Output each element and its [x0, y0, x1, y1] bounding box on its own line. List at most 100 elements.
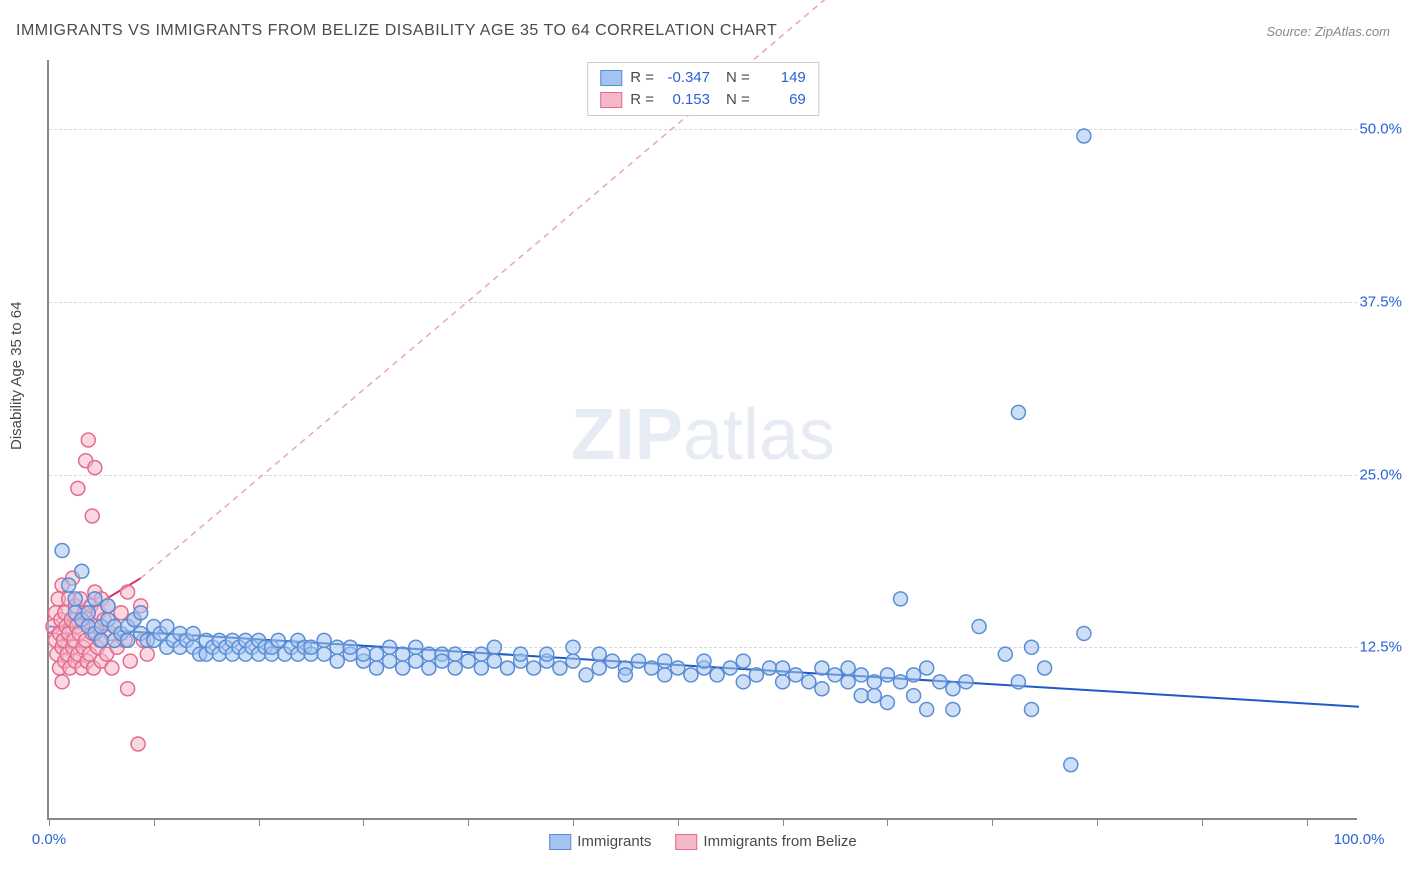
data-point — [396, 647, 410, 661]
data-point — [527, 661, 541, 675]
data-point — [946, 702, 960, 716]
x-tick — [468, 818, 469, 826]
data-point — [370, 661, 384, 675]
data-point — [605, 654, 619, 668]
data-point — [632, 654, 646, 668]
data-point — [330, 640, 344, 654]
x-tick — [1307, 818, 1308, 826]
data-point — [501, 661, 515, 675]
stat-r-val-1: -0.347 — [662, 67, 710, 89]
data-point — [894, 592, 908, 606]
data-point — [736, 675, 750, 689]
data-point — [841, 675, 855, 689]
data-point — [723, 661, 737, 675]
data-point — [749, 668, 763, 682]
data-point — [671, 661, 685, 675]
stats-row-2: R = 0.153 N = 69 — [600, 89, 806, 111]
data-point — [85, 509, 99, 523]
data-point — [330, 654, 344, 668]
data-point — [448, 661, 462, 675]
bottom-legend: Immigrants Immigrants from Belize — [549, 833, 857, 850]
data-point — [370, 647, 384, 661]
data-point — [815, 661, 829, 675]
data-point — [933, 675, 947, 689]
data-point — [880, 696, 894, 710]
data-point — [1077, 626, 1091, 640]
stat-r-val-2: 0.153 — [662, 89, 710, 111]
data-point — [461, 654, 475, 668]
data-point — [514, 647, 528, 661]
y-tick-label: 37.5% — [1359, 293, 1402, 310]
x-tick — [783, 818, 784, 826]
data-point — [763, 661, 777, 675]
stat-n-val-2: 69 — [758, 89, 806, 111]
data-point — [474, 647, 488, 661]
x-tick-label: 100.0% — [1334, 831, 1385, 848]
data-point — [894, 675, 908, 689]
x-tick — [1202, 818, 1203, 826]
data-point — [540, 647, 554, 661]
data-point — [88, 592, 102, 606]
swatch-belize — [600, 92, 622, 108]
data-point — [789, 668, 803, 682]
legend-swatch-immigrants — [549, 834, 571, 850]
data-point — [880, 668, 894, 682]
data-point — [959, 675, 973, 689]
legend-swatch-belize — [675, 834, 697, 850]
data-point — [1064, 758, 1078, 772]
x-tick — [259, 818, 260, 826]
data-point — [1025, 702, 1039, 716]
data-point — [114, 606, 128, 620]
data-point — [105, 661, 119, 675]
data-point — [160, 620, 174, 634]
y-tick-label: 25.0% — [1359, 466, 1402, 483]
stat-n-label-2: N = — [726, 89, 750, 111]
legend-item-immigrants: Immigrants — [549, 833, 651, 850]
data-point — [409, 654, 423, 668]
data-point — [121, 682, 135, 696]
plot-area: ZIPatlas 12.5%25.0%37.5%50.0% 0.0%100.0%… — [47, 60, 1357, 820]
data-point — [422, 647, 436, 661]
data-point — [697, 654, 711, 668]
legend-label-immigrants: Immigrants — [577, 833, 651, 850]
data-point — [271, 633, 285, 647]
x-tick — [992, 818, 993, 826]
data-point — [62, 578, 76, 592]
data-point — [435, 654, 449, 668]
data-point — [81, 606, 95, 620]
data-point — [123, 654, 137, 668]
data-point — [81, 433, 95, 447]
x-tick — [573, 818, 574, 826]
x-tick — [678, 818, 679, 826]
data-point — [68, 592, 82, 606]
data-point — [134, 606, 148, 620]
swatch-immigrants — [600, 70, 622, 86]
y-axis-label: Disability Age 35 to 64 — [8, 302, 25, 450]
data-point — [1011, 405, 1025, 419]
data-point — [88, 461, 102, 475]
data-point — [658, 654, 672, 668]
stat-n-label-1: N = — [726, 67, 750, 89]
data-point — [736, 654, 750, 668]
data-point — [907, 668, 921, 682]
data-point — [946, 682, 960, 696]
source-label: Source: ZipAtlas.com — [1266, 24, 1390, 39]
data-point — [618, 668, 632, 682]
x-tick — [49, 818, 50, 826]
data-point — [592, 647, 606, 661]
data-point — [802, 675, 816, 689]
data-point — [343, 640, 357, 654]
stat-r-label-1: R = — [630, 67, 654, 89]
data-point — [592, 661, 606, 675]
data-point — [409, 640, 423, 654]
data-point — [684, 668, 698, 682]
x-tick — [363, 818, 364, 826]
data-point — [566, 654, 580, 668]
data-point — [710, 668, 724, 682]
chart-title: IMMIGRANTS VS IMMIGRANTS FROM BELIZE DIS… — [16, 22, 777, 40]
data-point — [396, 661, 410, 675]
data-point — [566, 640, 580, 654]
data-point — [553, 661, 567, 675]
data-point — [972, 620, 986, 634]
data-point — [841, 661, 855, 675]
